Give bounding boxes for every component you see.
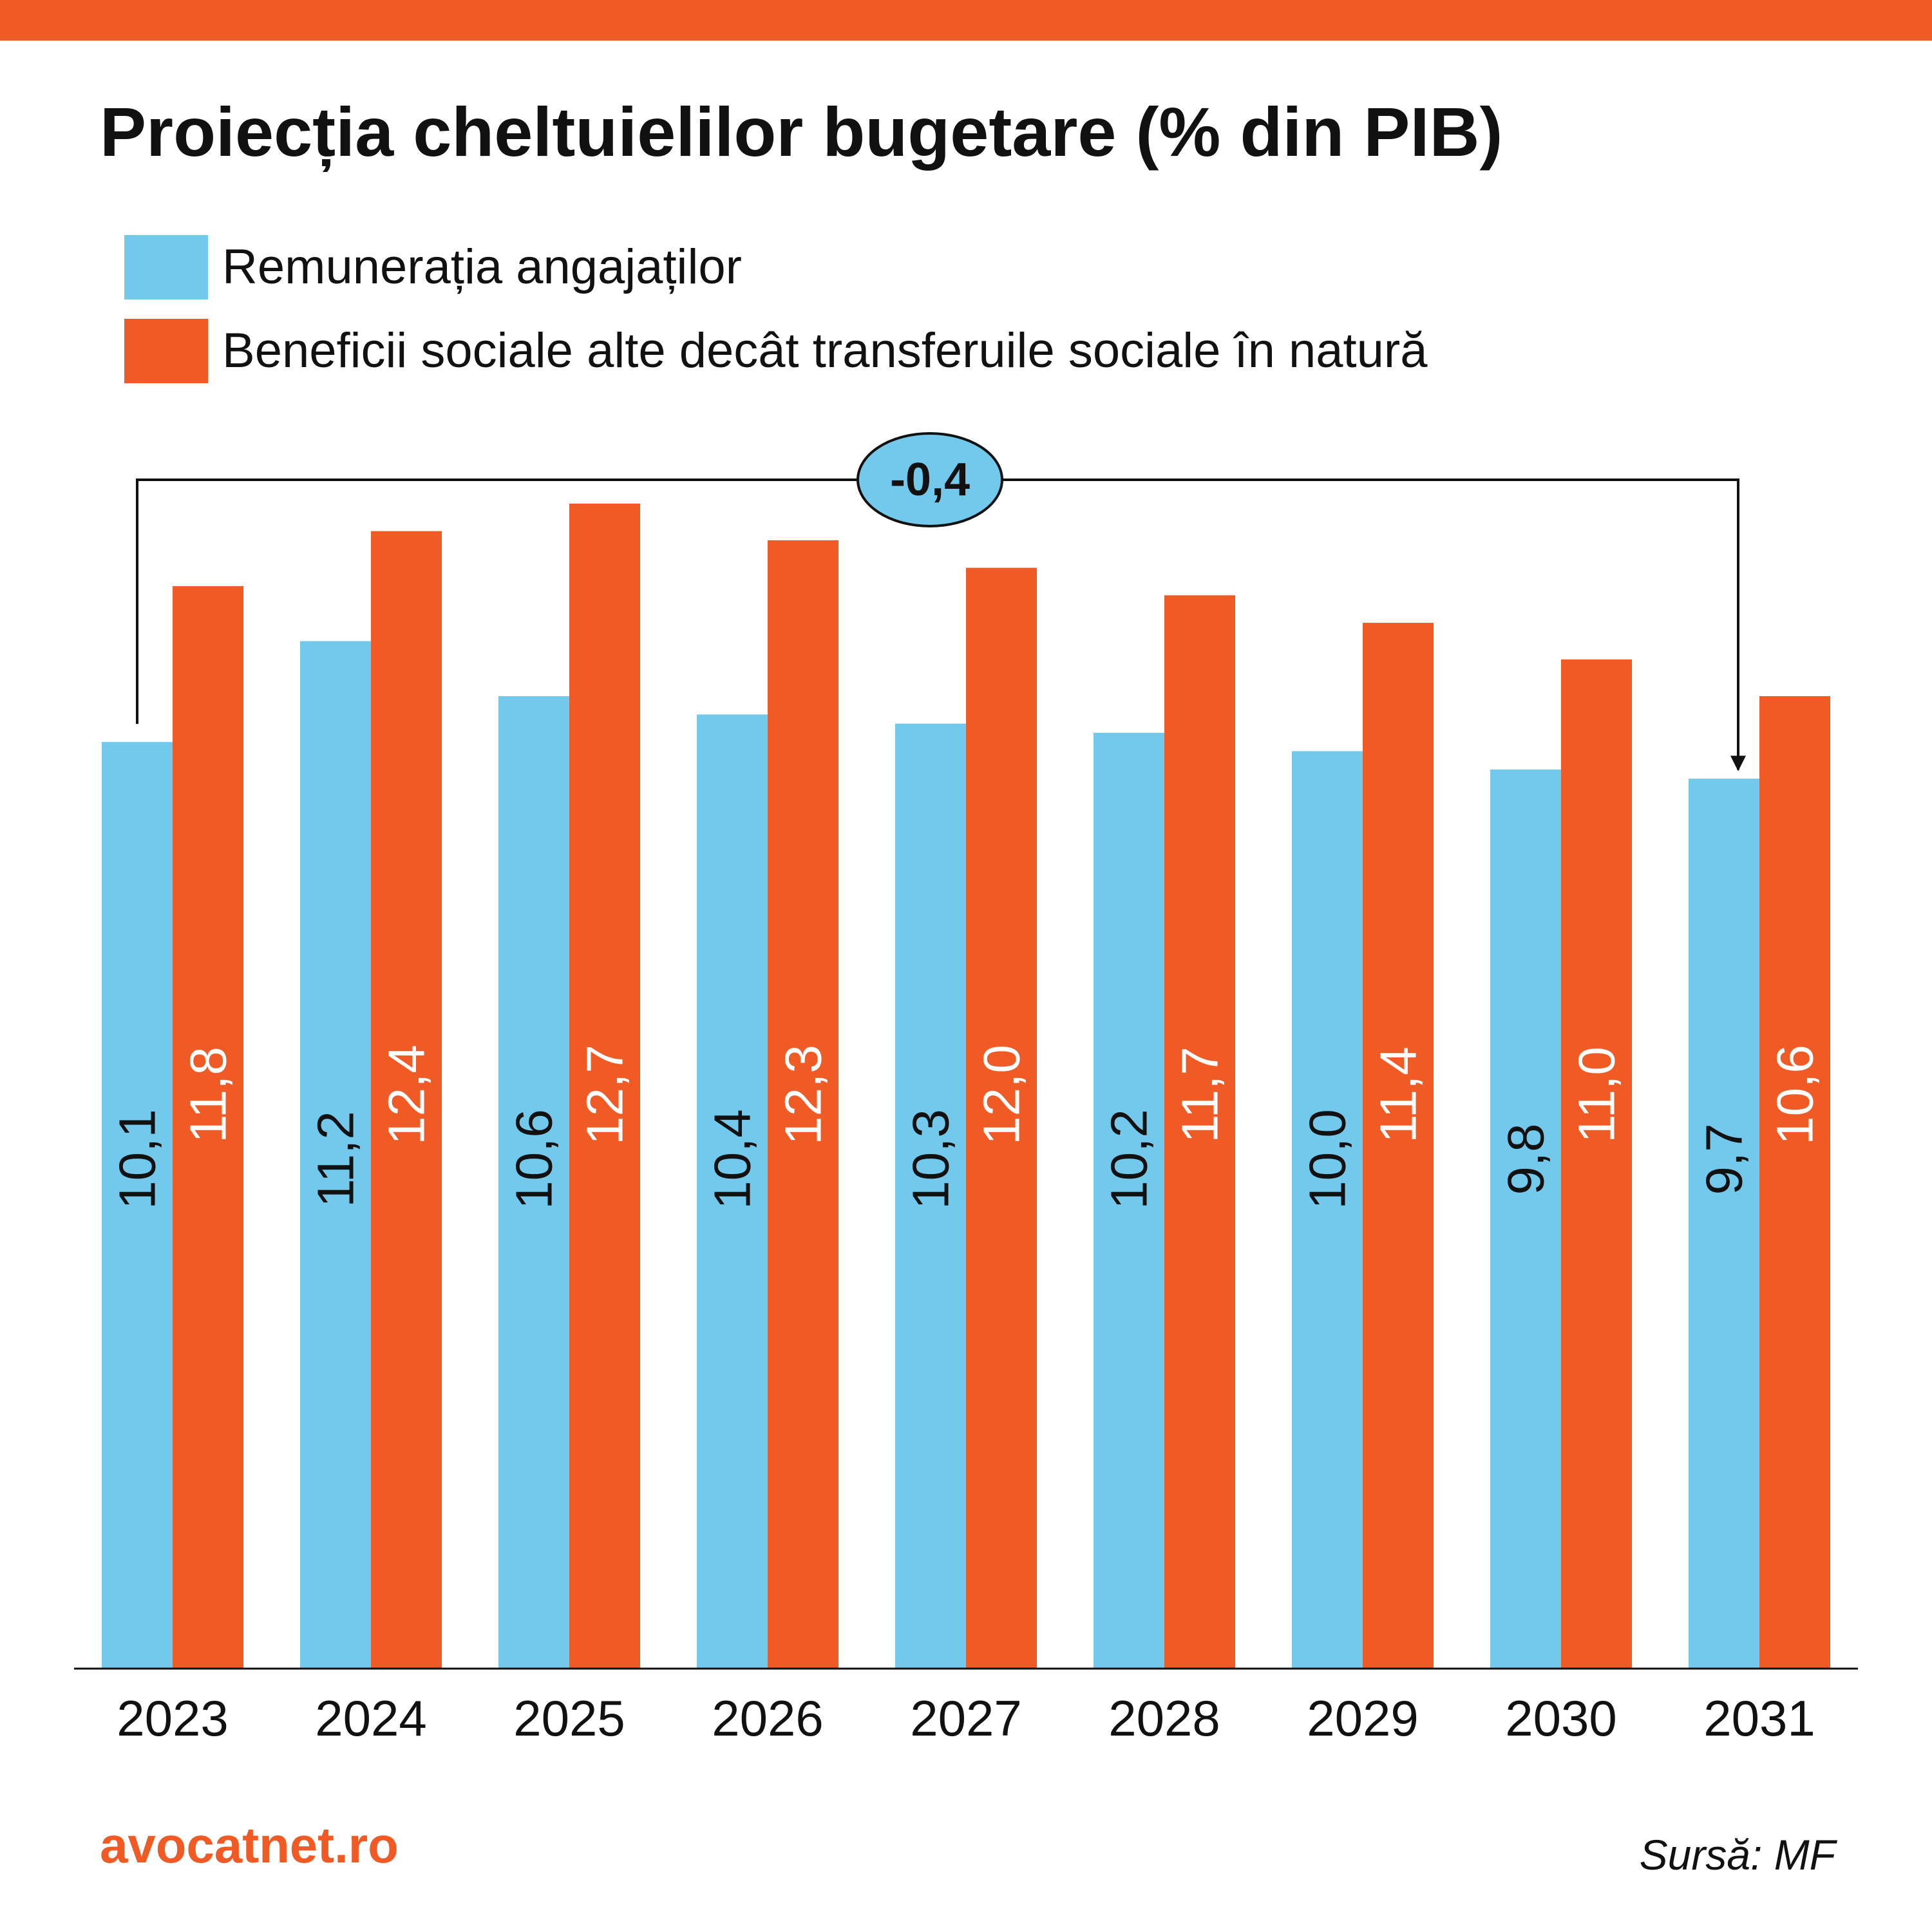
top-accent-band — [0, 0, 1932, 41]
bars-layer: 10,1 11,2 10,6 10,4 10,3 10,2 10,0 9,8 9,7 11,8 12… — [102, 504, 1830, 1669]
source-note: Sursă: MF — [1639, 1831, 1835, 1879]
data-label-remuneration-2029: 10,0 — [1299, 1109, 1356, 1209]
bar-remuneration-2028 — [1094, 732, 1164, 1668]
legend-label-remuneration: Remunerația angajaților — [222, 240, 742, 294]
change-badge — [857, 432, 1003, 527]
bar-social-benefits-2027 — [966, 567, 1037, 1668]
bar-social-benefits-2024 — [371, 531, 442, 1668]
legend-swatch-orange — [124, 319, 208, 383]
data-label-remuneration-2031: 9,7 — [1696, 1123, 1753, 1195]
chart-title: Proiecția cheltuielilor bugetare (% din … — [100, 93, 1503, 171]
data-label-remuneration-2023: 10,1 — [109, 1109, 166, 1209]
data-label-social-benefits-2026: 12,3 — [775, 1045, 832, 1145]
bar-social-benefits-2025 — [569, 504, 640, 1668]
x-tick-label-2027: 2027 — [910, 1690, 1022, 1747]
data-label-remuneration-2028: 10,2 — [1101, 1109, 1158, 1209]
data-label-social-benefits-2031: 10,6 — [1766, 1045, 1824, 1145]
legend-item-social-benefits: Beneficii sociale alte decât transferuil… — [124, 319, 1428, 383]
data-label-social-benefits-2029: 11,4 — [1370, 1046, 1427, 1143]
bar-remuneration-2030 — [1490, 769, 1561, 1668]
data-label-social-benefits-2024: 12,4 — [378, 1045, 435, 1145]
data-label-remuneration-2030: 9,8 — [1497, 1123, 1555, 1195]
bar-remuneration-2031 — [1689, 779, 1759, 1668]
brand-logo-text[interactable]: avocatnet.ro — [100, 1817, 399, 1873]
x-tick-label-2023: 2023 — [117, 1690, 229, 1747]
bar-remuneration-2029 — [1292, 751, 1363, 1668]
bar-social-benefits-2023 — [173, 586, 243, 1668]
annotation-layer: -0,4 — [136, 432, 1746, 772]
bar-social-benefits-2030 — [1561, 659, 1632, 1668]
bar-remuneration-2023 — [102, 742, 173, 1668]
x-tick-label-2030: 2030 — [1505, 1690, 1617, 1747]
data-label-social-benefits-2028: 11,7 — [1171, 1046, 1229, 1143]
bar-remuneration-2024 — [300, 641, 371, 1668]
data-label-social-benefits-2030: 11,0 — [1568, 1046, 1625, 1143]
data-label-social-benefits-2023: 11,8 — [180, 1046, 237, 1143]
bar-social-benefits-2029 — [1363, 623, 1434, 1669]
x-tick-label-2031: 2031 — [1703, 1690, 1815, 1747]
change-badge-label: -0,4 — [890, 454, 970, 506]
legend-swatch-blue — [124, 235, 208, 299]
bar-social-benefits-2026 — [768, 540, 838, 1669]
data-label-remuneration-2027: 10,3 — [902, 1109, 960, 1209]
x-tick-label-2026: 2026 — [712, 1690, 824, 1747]
axis-layer: 2023 2024 2025 2026 2027 2028 2029 2030 2031 — [74, 1667, 1858, 1747]
data-label-remuneration-2026: 10,4 — [704, 1109, 761, 1209]
data-label-remuneration-2025: 10,6 — [506, 1109, 563, 1209]
bar-remuneration-2027 — [895, 723, 966, 1668]
data-label-remuneration-2024: 11,2 — [307, 1111, 365, 1208]
legend-item-remuneration: Remunerația angajaților — [124, 235, 742, 299]
x-tick-label-2024: 2024 — [315, 1690, 427, 1747]
x-tick-label-2028: 2028 — [1108, 1690, 1220, 1747]
bar-remuneration-2025 — [498, 696, 569, 1668]
data-label-social-benefits-2025: 12,7 — [576, 1045, 634, 1145]
x-tick-label-2029: 2029 — [1307, 1690, 1419, 1747]
legend-label-social-benefits: Beneficii sociale alte decât transferuil… — [222, 323, 1428, 378]
bar-remuneration-2026 — [697, 714, 768, 1668]
bar-social-benefits-2031 — [1759, 696, 1830, 1668]
bar-social-benefits-2028 — [1164, 595, 1235, 1668]
data-label-social-benefits-2027: 12,0 — [973, 1045, 1030, 1145]
x-tick-label-2025: 2025 — [513, 1690, 625, 1747]
